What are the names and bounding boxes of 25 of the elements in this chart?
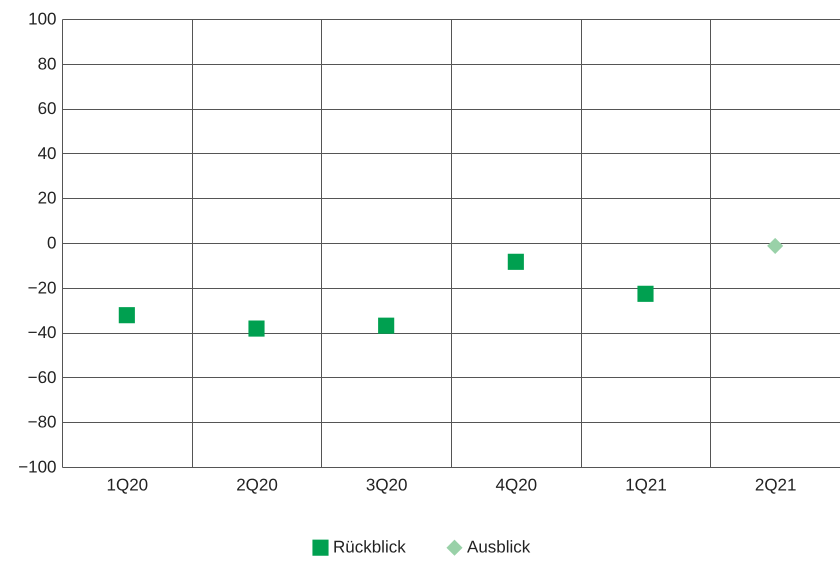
x-tick-label: 4Q20	[496, 476, 538, 494]
y-tick-label: 100	[28, 10, 56, 28]
y-tick-label: 80	[38, 54, 56, 74]
x-tick-label: 1Q21	[625, 476, 667, 494]
y-tick-label: 40	[38, 144, 56, 163]
y-tick-label: −20	[28, 278, 56, 298]
legend-label: Rückblick	[333, 538, 406, 557]
x-tick-label: 1Q20	[106, 476, 148, 494]
point	[637, 286, 654, 302]
y-tick-label: −80	[28, 412, 56, 432]
y-tick-label: −40	[28, 323, 56, 342]
y-tick-label: −100	[18, 458, 56, 476]
y-tick-label: 0	[47, 234, 56, 252]
y-tick-label: 60	[38, 99, 56, 118]
x-tick-label: 3Q20	[366, 476, 408, 494]
point	[118, 307, 135, 324]
x-tick-label: 2Q21	[754, 476, 796, 494]
x-tick-label: 2Q20	[236, 476, 278, 494]
point	[248, 320, 265, 337]
legend-label: Ausblick	[467, 538, 531, 557]
point	[767, 238, 784, 254]
point	[508, 254, 524, 270]
y-tick-label: 20	[38, 188, 56, 208]
y-tick-label: −60	[28, 368, 56, 387]
point	[378, 318, 394, 334]
